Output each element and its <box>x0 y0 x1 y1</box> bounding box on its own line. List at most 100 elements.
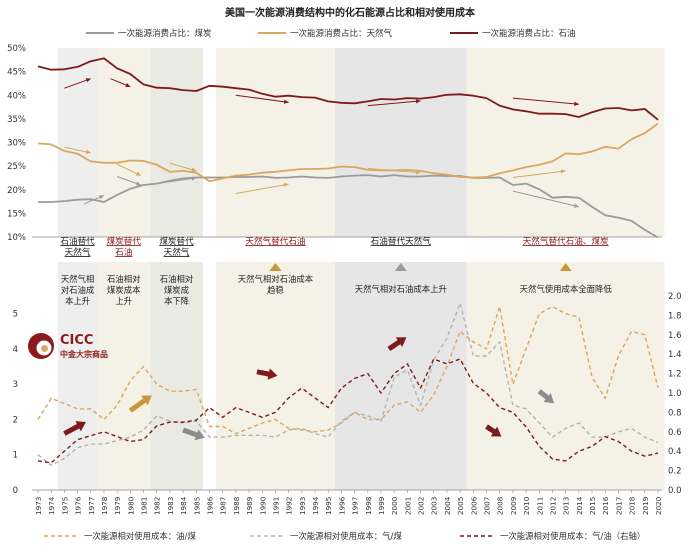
x-tick-label: 2003 <box>430 497 439 515</box>
phase-label-2: 煤炭替代 <box>159 235 194 247</box>
x-tick-label: 2002 <box>417 497 426 515</box>
x-tick-label: 1994 <box>311 496 320 515</box>
x-tick-label: 1995 <box>324 497 333 515</box>
legend-bottom: 一次能源相对使用成本：油/煤 一次能源相对使用成本：气/煤 一次能源相对使用成本：气… <box>44 531 645 541</box>
phase-label-1: 石油 <box>115 246 132 258</box>
top-legend-label-0: 一次能源消费占比：煤炭 <box>118 28 212 39</box>
top-y-tick-label: 25% <box>7 162 26 172</box>
bottom-left-y-tick-label: 1 <box>13 451 18 461</box>
phase-label-5: 天然气替代石油、煤炭 <box>523 235 609 247</box>
x-tick-label: 2008 <box>496 496 505 515</box>
bottom-axes: 0 1 2 3 4 5 0.0 0.2 0.4 0.6 0.8 1.0 1.2 1.4 1.6 1.8 2.0 <box>13 292 682 496</box>
top-trend-arrowhead-icon-7 <box>191 176 197 181</box>
logo-mark-dot-icon <box>41 345 48 352</box>
x-tick-label: 1999 <box>377 496 386 515</box>
x-tick-label: 2001 <box>403 497 412 515</box>
phase-marker-icon-5 <box>559 263 572 271</box>
x-tick-label: 2009 <box>509 496 518 515</box>
bottom-right-y-tick-label: 2.0 <box>668 292 682 302</box>
top-trend-arrow-icon-13 <box>512 170 566 178</box>
bottom-left-y-tick-label: 4 <box>13 345 18 355</box>
band-bottom-1 <box>97 262 151 490</box>
x-tick-label: 1987 <box>219 497 228 515</box>
bottom-legend-label-1: 一次能源相对使用成本：气/煤 <box>290 531 402 541</box>
x-tick-label: 2019 <box>641 496 650 515</box>
band-top-1 <box>97 48 151 237</box>
x-tick-label: 2015 <box>588 497 597 515</box>
x-tick-label: 1980 <box>126 496 135 515</box>
phase-note-3: 天然气相对石油成本 <box>238 274 314 284</box>
x-tick-label: 1983 <box>166 497 175 515</box>
phase-note-3: 趋稳 <box>267 285 284 295</box>
phase-label-0: 石油替代 <box>60 235 95 247</box>
x-tick-label: 2018 <box>628 496 637 515</box>
bottom-right-y-tick-label: 1.2 <box>668 370 682 380</box>
top-trend-arrow-icon-10 <box>367 100 421 107</box>
bottom-left-y-tick-label: 3 <box>13 380 18 390</box>
band-top-3 <box>216 48 335 237</box>
top-y-tick-label: 20% <box>7 186 26 196</box>
band-bottom-2 <box>150 262 203 490</box>
bottom-right-y-tick-label: 0.4 <box>668 447 682 457</box>
top-y-tick-label: 45% <box>7 68 26 78</box>
bottom-series-lines <box>37 302 659 466</box>
x-tick-label: 2016 <box>601 496 610 515</box>
top-trend-arrow-icon-7 <box>163 177 197 184</box>
x-tick-label: 1982 <box>153 497 162 515</box>
x-tick-label: 2004 <box>443 496 452 515</box>
x-tick-label: 1981 <box>140 497 149 515</box>
top-trend-arrow-icon-12 <box>512 97 579 105</box>
band-top-0 <box>57 48 98 237</box>
x-tick-label: 1986 <box>205 496 214 515</box>
top-series-line-2 <box>37 57 659 121</box>
x-tick-label: 1996 <box>337 496 346 515</box>
x-tick-label: 2013 <box>562 497 571 515</box>
x-tick-label: 1976 <box>74 496 83 515</box>
bottom-legend-label-2: 一次能源相对使用成本：气/油（右轴） <box>500 531 645 541</box>
top-trend-arrows <box>64 78 579 208</box>
top-trend-arrowhead-icon-6 <box>191 167 197 172</box>
top-y-tick-label: 30% <box>7 139 26 149</box>
bottom-right-y-tick-label: 1.4 <box>668 350 682 360</box>
bottom-trend-arrowhead-icon-4 <box>395 337 407 347</box>
top-trend-arrow-icon-6 <box>169 162 197 172</box>
legend-top: 一次能源消费占比：煤炭 一次能源消费占比：天然气 一次能源消费占比：石油 <box>86 28 576 39</box>
top-trend-arrowhead-icon-1 <box>125 83 131 88</box>
phase-note-2: 石油相对 <box>160 274 194 284</box>
bottom-series-line-1 <box>37 302 659 466</box>
bottom-left-y-tick-label: 2 <box>13 415 18 425</box>
top-y-tick-label: 50% <box>7 44 26 54</box>
x-tick-label: 2012 <box>548 497 557 515</box>
top-trend-arrowhead-icon-11 <box>415 170 421 175</box>
bottom-right-y-tick-label: 0.8 <box>668 408 682 418</box>
x-tick-label: 1973 <box>34 497 43 515</box>
top-trend-arrowhead-icon-13 <box>560 169 566 174</box>
x-tick-label: 2020 <box>654 496 663 515</box>
phase-note-5: 天然气使用成本全面降低 <box>520 284 613 294</box>
phase-label-3: 天然气替代石油 <box>245 235 305 247</box>
top-trend-arrowhead-icon-10 <box>415 99 421 104</box>
bottom-right-y-tick-label: 1.8 <box>668 311 682 321</box>
x-tick-label: 1977 <box>87 497 96 515</box>
top-y-tick-label: 35% <box>7 115 26 125</box>
band-top-2 <box>150 48 203 237</box>
phase-marker-icon-3 <box>269 263 282 271</box>
top-y-tick-label: 15% <box>7 209 26 219</box>
bottom-left-y-tick-label: 5 <box>13 310 18 320</box>
top-y-tick-label: 40% <box>7 91 26 101</box>
top-trend-arrow-icon-0 <box>64 78 91 89</box>
top-legend-label-2: 一次能源消费占比：石油 <box>482 28 576 39</box>
x-tick-label: 1992 <box>285 497 294 515</box>
x-tick-label: 1978 <box>100 496 109 515</box>
bottom-trend-arrows <box>63 337 555 441</box>
band-top-4 <box>334 48 467 237</box>
phase-note-1: 煤炭成本 <box>107 285 141 295</box>
logo-subtitle: 中金大宗商品 <box>60 349 108 359</box>
bottom-right-y-tick-label: 0.6 <box>668 428 682 438</box>
bottom-left-y-tick-label: 0 <box>13 486 18 496</box>
bottom-trend-arrowhead-icon-6 <box>543 392 555 404</box>
phase-label-4: 石油替代天然气 <box>371 235 432 247</box>
bottom-right-y-tick-label: 0.2 <box>668 467 682 477</box>
top-legend-label-1: 一次能源消费占比：天然气 <box>290 28 393 39</box>
x-tick-label: 1990 <box>258 496 267 515</box>
